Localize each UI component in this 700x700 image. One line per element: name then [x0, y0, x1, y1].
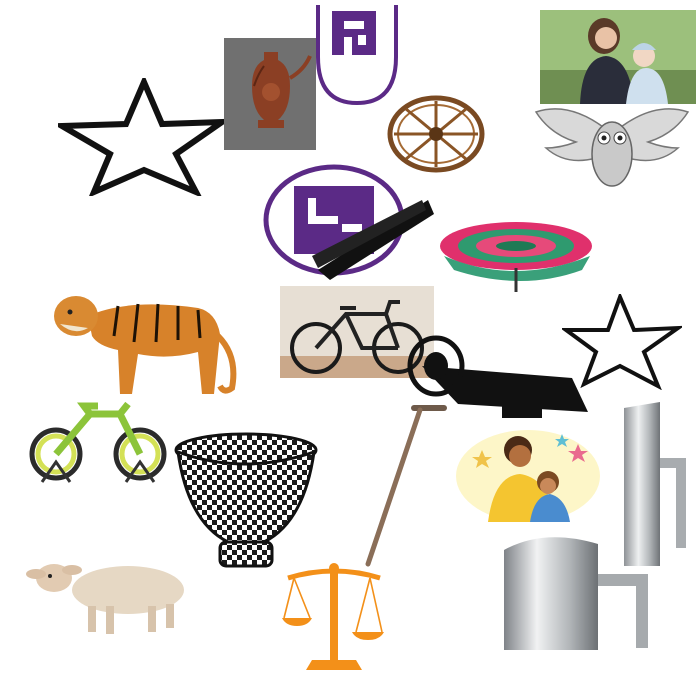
- decorative-umbrella-image: [434, 218, 600, 294]
- winged-owl-emblem-icon: [534, 104, 690, 196]
- bicycle-rack-image: [22, 398, 172, 484]
- ornate-vase-image: [224, 38, 316, 150]
- balance-scale-icon: [280, 560, 386, 672]
- star-outline-icon: [562, 294, 682, 390]
- wagon-wheel-image: [386, 95, 486, 173]
- swastika-emblem-icon: [314, 5, 400, 107]
- mother-and-child-illustration: [452, 424, 604, 524]
- mother-and-baby-photo: [540, 10, 696, 104]
- woven-basket-icon: [172, 430, 320, 572]
- tiger-image: [48, 276, 244, 400]
- bicycle-photo: [280, 286, 434, 378]
- star-outline-icon: [58, 78, 226, 196]
- sheep-image: [24, 556, 188, 636]
- megaphone-icon: [406, 330, 594, 426]
- walking-cane-image: [362, 400, 458, 570]
- swastika-emblem-icon: [262, 164, 438, 282]
- steel-pitcher-image: [498, 530, 658, 652]
- steel-pitcher-image: [618, 398, 694, 572]
